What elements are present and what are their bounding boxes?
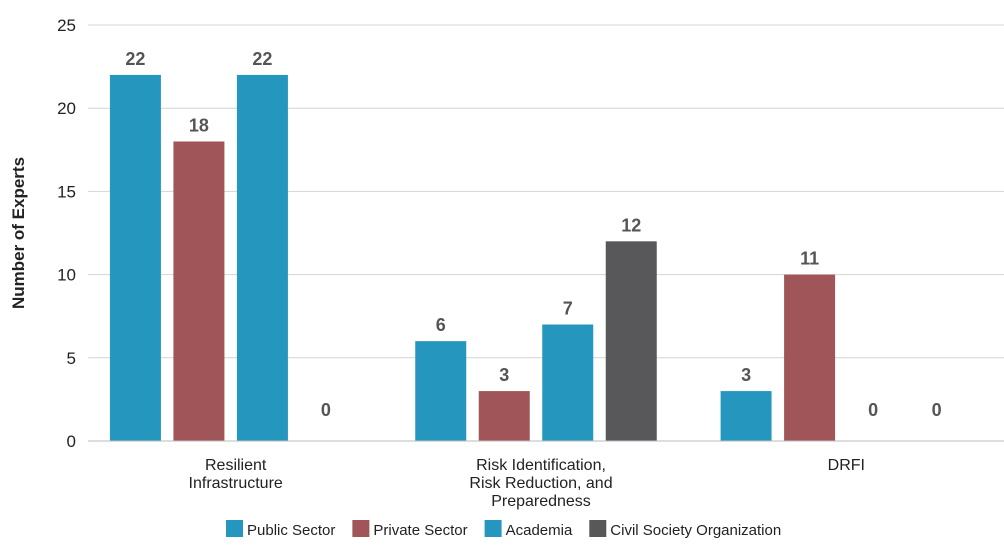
y-tick-label: 5: [67, 349, 76, 368]
y-axis-title: Number of Experts: [9, 157, 28, 309]
value-label: 0: [932, 400, 942, 420]
category-label: Risk Reduction, and: [469, 475, 612, 492]
y-tick-label: 20: [57, 99, 76, 118]
y-tick-label: 0: [67, 432, 76, 451]
bar-private-sector: [784, 274, 836, 441]
category-label: Preparedness: [491, 493, 591, 510]
y-tick-label: 25: [57, 16, 76, 35]
category-label: Risk Identification,: [476, 457, 606, 474]
value-label: 6: [436, 315, 446, 335]
value-label: 0: [321, 400, 331, 420]
y-axis-ticks: 0 5 10 15 20 25: [57, 16, 76, 451]
category-label: Infrastructure: [189, 475, 283, 492]
value-labels: 22 18 22 0 6 3 7 12 3 11 0 0: [125, 49, 941, 420]
bar-public-sector: [415, 341, 467, 441]
legend-swatch: [484, 520, 502, 537]
legend-label: Academia: [506, 522, 573, 539]
bar-public-sector: [720, 391, 772, 441]
gridlines: [88, 24, 1004, 359]
category-label: DRFI: [828, 457, 865, 474]
legend-label: Private Sector: [373, 522, 467, 539]
bar-private-sector: [173, 141, 225, 442]
value-label: 22: [252, 49, 272, 69]
value-label: 3: [499, 365, 509, 385]
bar-academia: [542, 324, 594, 441]
y-tick-label: 15: [57, 182, 76, 201]
value-label: 22: [125, 49, 145, 69]
legend: Public Sector Private Sector Academia Civil…: [226, 520, 781, 539]
legend-swatch: [226, 520, 243, 537]
bar-civil-society-organization: [605, 241, 657, 441]
value-label: 7: [563, 299, 573, 319]
category-label: Resilient: [205, 457, 267, 474]
value-label: 11: [800, 249, 819, 269]
legend-swatch: [589, 520, 607, 537]
bars: [109, 74, 836, 442]
value-label: 12: [621, 215, 641, 235]
value-label: 3: [741, 365, 751, 385]
y-tick-label: 10: [57, 266, 76, 285]
value-label: 0: [868, 400, 878, 420]
legend-label: Civil Society Organization: [610, 522, 781, 539]
value-label: 18: [189, 115, 209, 135]
bar-public-sector: [109, 74, 161, 442]
bar-private-sector: [478, 391, 530, 441]
bar-academia: [236, 74, 288, 442]
legend-swatch: [352, 520, 370, 537]
legend-label: Public Sector: [247, 522, 335, 539]
